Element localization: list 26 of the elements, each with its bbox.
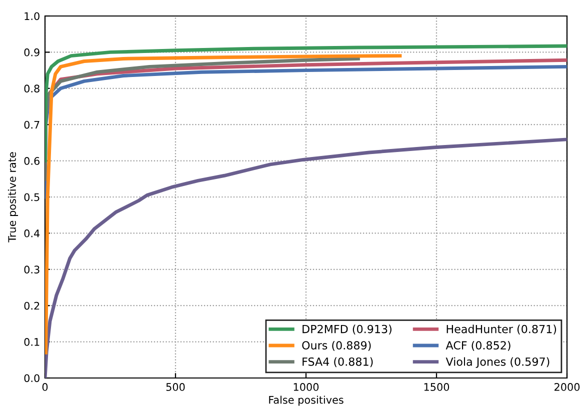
y-tick-label: 1.0 — [24, 12, 40, 20]
y-tick-label: 0.0 — [24, 374, 40, 382]
x-tick-label: 500 — [166, 383, 185, 391]
legend-label: Viola Jones (0.597) — [446, 357, 550, 368]
x-tick-label: 2000 — [554, 383, 580, 391]
x-tick-label: 0 — [42, 383, 48, 391]
y-tick-label: 0.6 — [24, 157, 40, 165]
legend-label: ACF (0.852) — [446, 340, 510, 351]
legend-label: DP2MFD (0.913) — [302, 324, 392, 335]
y-tick-label: 0.8 — [24, 84, 40, 93]
x-axis-title: False positives — [269, 396, 344, 406]
y-tick-label: 0.1 — [24, 338, 40, 346]
line-series — [45, 44, 567, 163]
y-tick-label: 0.9 — [24, 48, 40, 56]
legend-label: HeadHunter (0.871) — [446, 324, 556, 335]
y-tick-label: 0.7 — [24, 120, 40, 129]
y-tick-label: 0.2 — [24, 302, 40, 310]
y-tick-label: 0.5 — [24, 193, 40, 202]
x-tick-label: 1000 — [294, 383, 319, 391]
legend-label: FSA4 (0.881) — [302, 357, 373, 368]
line-series — [45, 54, 402, 354]
y-axis-title: True positive rate — [8, 152, 18, 242]
legend-label: Ours (0.889) — [302, 340, 371, 351]
x-tick-label: 1500 — [424, 383, 450, 391]
y-tick-label: 0.3 — [24, 266, 40, 274]
y-tick-label: 0.4 — [24, 229, 40, 238]
